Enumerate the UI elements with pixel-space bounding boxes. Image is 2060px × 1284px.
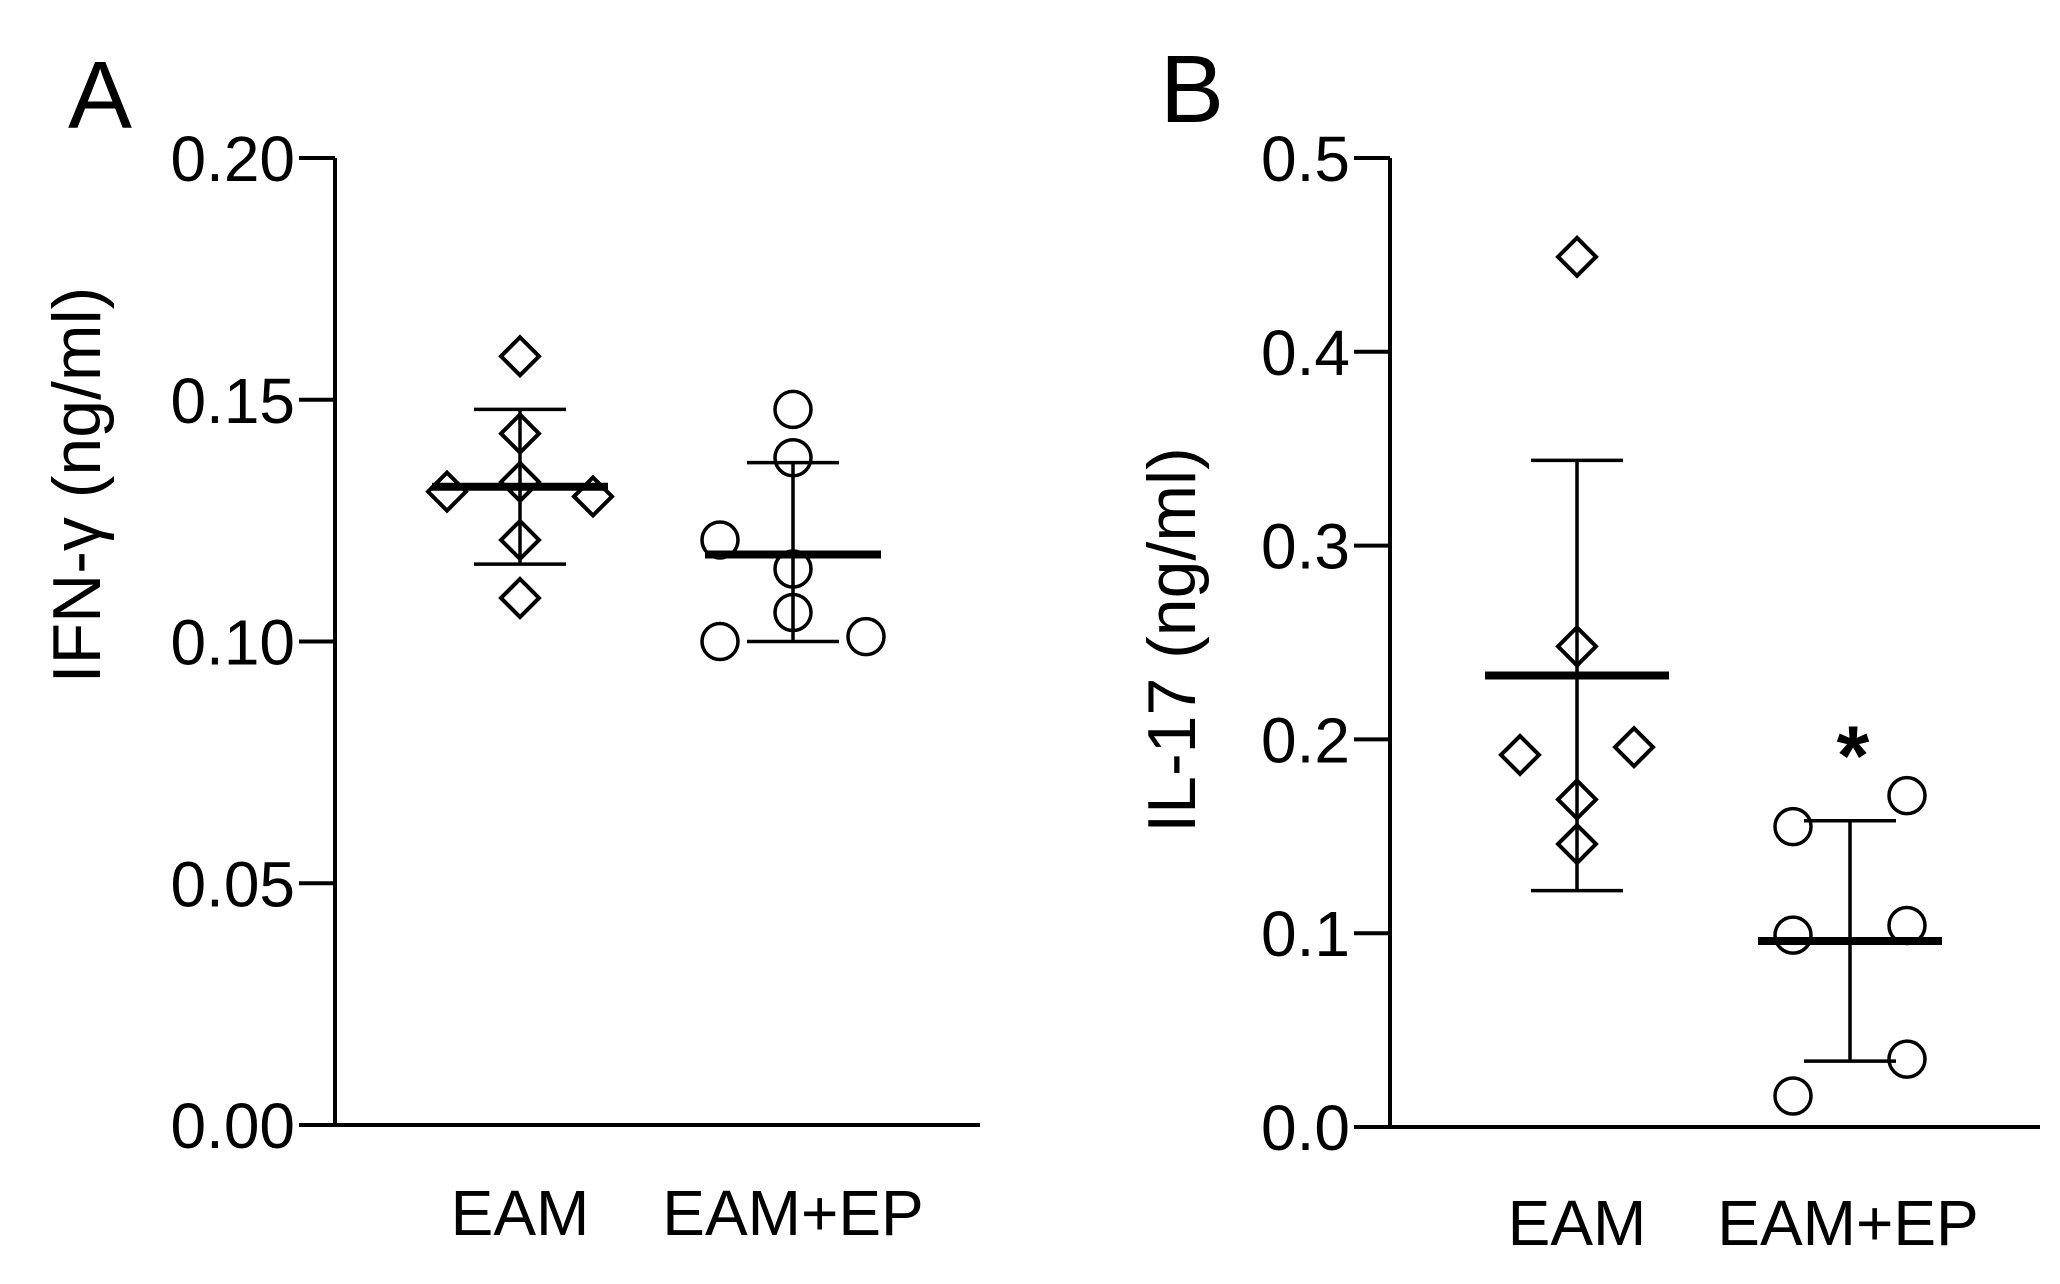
category-label-eam: EAM <box>1508 1187 1647 1259</box>
y-tick-label: 0.00 <box>170 1090 295 1162</box>
significance-asterisk: * <box>1837 709 1870 803</box>
y-tick-label: 0.10 <box>170 607 295 679</box>
data-point-diamond <box>425 469 469 514</box>
axes <box>1388 158 2040 1129</box>
y-tick-label: 0.2 <box>1261 704 1350 776</box>
data-point-diamond <box>1498 733 1542 777</box>
data-point-diamond <box>498 334 542 379</box>
data-marks <box>425 334 886 662</box>
category-label-eam-ep: EAM+EP <box>1717 1187 1978 1259</box>
data-point-circle <box>1773 806 1813 847</box>
y-tick-label: 0.15 <box>170 365 295 437</box>
y-axis-title: IL-17 (ng/ml) <box>1134 447 1210 832</box>
data-point-circle <box>700 621 740 662</box>
category-label-eam-ep: EAM+EP <box>662 1177 923 1249</box>
y-tick-label: 0.05 <box>170 848 295 920</box>
y-tick-label: 0.5 <box>1261 123 1350 195</box>
category-label-eam: EAM <box>451 1177 590 1249</box>
panel-letter: B <box>1160 36 1224 143</box>
y-ticks: 0.0 0.1 0.2 0.3 0.4 0.5 <box>1261 123 1390 1164</box>
data-point-circle <box>1887 775 1927 816</box>
y-tick-label: 0.3 <box>1261 511 1350 583</box>
panel-letter: A <box>68 42 132 149</box>
y-tick-label: 0.1 <box>1261 898 1350 970</box>
y-tick-label: 0.20 <box>170 123 295 195</box>
y-tick-label: 0.4 <box>1261 317 1350 389</box>
data-point-diamond <box>1612 725 1656 769</box>
data-point-circle <box>846 616 886 657</box>
y-tick-label: 0.0 <box>1261 1092 1350 1164</box>
panel-b: B IL-17 (ng/ml) 0.0 0.1 0.2 0.3 0.4 0.5 EAM E… <box>1134 36 2040 1259</box>
y-axis-title: IFN-γ (ng/ml) <box>39 287 115 684</box>
data-point-circle <box>773 389 813 430</box>
data-marks: * <box>1485 235 1942 1116</box>
data-point-circle <box>1773 915 1813 955</box>
data-point-circle <box>1887 1039 1927 1079</box>
data-point-diamond <box>498 576 542 620</box>
data-point-circle <box>1773 1076 1813 1116</box>
panel-a: A IFN-γ (ng/ml) 0.00 0.05 0.10 0.15 0.20 EAM… <box>39 42 980 1249</box>
data-point-diamond <box>1555 235 1599 279</box>
y-ticks: 0.00 0.05 0.10 0.15 0.20 <box>170 123 335 1162</box>
